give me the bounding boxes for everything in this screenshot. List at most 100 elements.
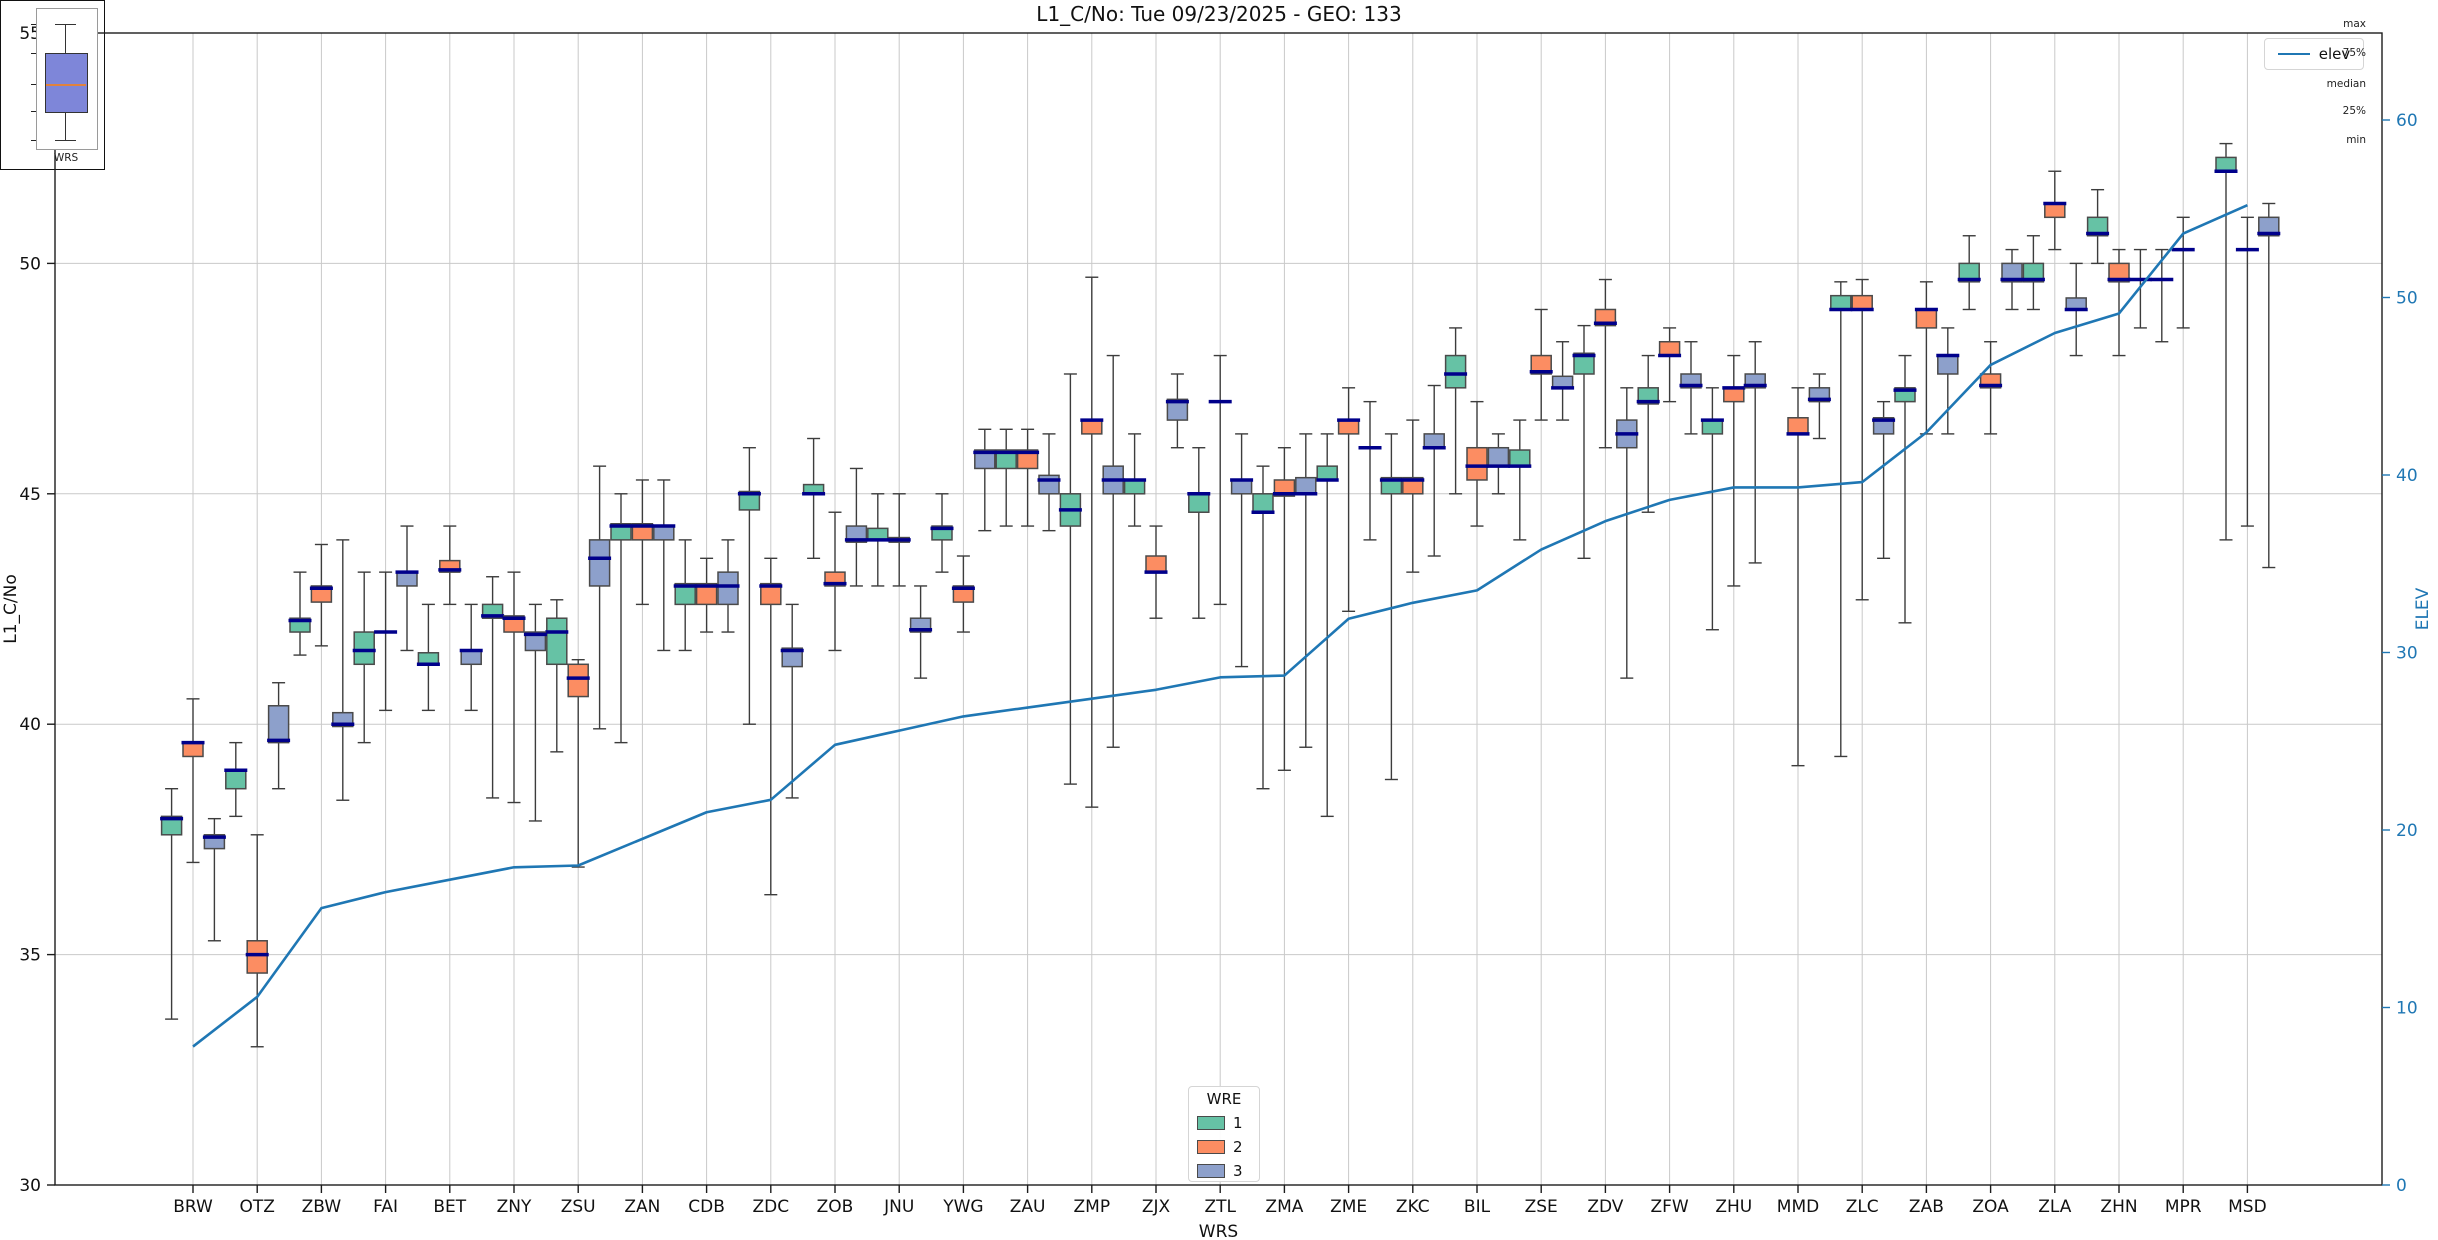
wre2-swatch-icon (1197, 1140, 1225, 1154)
y-axis-label-left: L1_C/No (1, 574, 21, 644)
y-tick-label-right: 30 (2396, 644, 2418, 664)
box-ZMA-wre1 (1252, 493, 1274, 513)
inset-tick (31, 24, 36, 25)
x-tick-label-MMD: MMD (1777, 1197, 1819, 1217)
x-tick-label-ZMA: ZMA (1265, 1197, 1303, 1217)
x-tick-label-YWG: YWG (942, 1197, 983, 1217)
x-tick-label-ZSE: ZSE (1525, 1197, 1558, 1217)
x-tick-label-ZAB: ZAB (1909, 1197, 1944, 1217)
box-ZSU-wre2 (567, 663, 589, 698)
box-ZLC-wre1 (1830, 294, 1852, 311)
box-ZMP-wre2 (1081, 419, 1103, 435)
box-YWG-wre3 (974, 449, 996, 470)
y-tick-label-right: 50 (2396, 289, 2418, 309)
inset-tick (31, 111, 36, 112)
box-ZFW-wre2 (1658, 340, 1681, 357)
y-axis-label-right: ELEV (2413, 587, 2433, 630)
x-tick-label-BIL: BIL (1464, 1197, 1491, 1217)
x-tick-label-ZKC: ZKC (1396, 1197, 1430, 1217)
box-ZAU-wre3 (1038, 474, 1060, 495)
x-tick-label-ZDC: ZDC (752, 1197, 789, 1217)
x-tick-label-ZSU: ZSU (561, 1197, 596, 1217)
y-tick-label-right: 20 (2396, 821, 2418, 841)
box-FAI-wre3 (396, 571, 418, 587)
chart-title: L1_C/No: Tue 09/23/2025 - GEO: 133 (1036, 2, 1402, 26)
x-tick-label-ZOA: ZOA (1972, 1197, 2009, 1217)
inset-label-25: 25% (2342, 105, 2366, 117)
box-ZNY-wre3 (524, 631, 547, 652)
x-tick-label-JNU: JNU (883, 1197, 914, 1217)
box-ZLC-wre2 (1851, 294, 1873, 311)
x-tick-label-ZDV: ZDV (1587, 1197, 1623, 1217)
wre-legend: WRE 1 2 3 (1188, 1086, 1260, 1182)
x-tick-label-ZTL: ZTL (1204, 1197, 1236, 1217)
box-ZOA-wre1 (1958, 262, 1980, 283)
wre1-swatch-icon (1197, 1116, 1225, 1130)
box-ZSE-wre1 (1509, 449, 1531, 467)
box-CDB-wre1 (674, 582, 696, 606)
wre-legend-title: WRE (1206, 1090, 1242, 1108)
box-CDB-wre2 (695, 582, 718, 606)
wre-legend-label-1: 1 (1233, 1114, 1243, 1132)
inset-label-min: min (2346, 134, 2366, 146)
x-tick-label-BET: BET (433, 1197, 466, 1217)
x-tick-label-BRW: BRW (173, 1197, 213, 1217)
wre3-swatch-icon (1197, 1164, 1225, 1178)
boxplot-anatomy-inset: max 75% median 25% min WRS (0, 0, 2366, 170)
box-ZDC-wre1 (738, 490, 761, 511)
x-tick-label-ZBW: ZBW (302, 1197, 342, 1217)
box-ZSU-wre3 (588, 539, 611, 587)
x-tick-label-CDB: CDB (688, 1197, 725, 1217)
inset-label-75: 75% (2342, 47, 2366, 59)
box-ZJX-wre2 (1145, 555, 1167, 573)
box-OTZ-wre3 (267, 705, 290, 744)
y-tick-label-left: 30 (19, 1176, 41, 1196)
box-ZME-wre2 (1337, 419, 1360, 435)
inset-label-median: median (2326, 78, 2366, 90)
x-tick-label-FAI: FAI (373, 1197, 398, 1217)
box-ZAB-wre2 (1915, 308, 1938, 329)
box-ZJX-wre3 (1166, 398, 1189, 421)
box-CDB-wre3 (717, 571, 739, 606)
x-tick-label-ZFW: ZFW (1650, 1197, 1688, 1217)
x-tick-label-ZOB: ZOB (817, 1197, 854, 1217)
box-ZHN-wre2 (2108, 262, 2130, 283)
box-ZSE-wre2 (1530, 354, 1552, 375)
box-ZAB-wre3 (1937, 354, 1959, 375)
wre-legend-label-2: 2 (1233, 1138, 1243, 1156)
x-tick-label-ZME: ZME (1330, 1197, 1367, 1217)
elev-line-swatch-icon (2277, 53, 2310, 55)
box-ZDV-wre1 (1573, 352, 1595, 375)
box-ZME-wre1 (1316, 465, 1338, 481)
inset-min-cap (55, 140, 76, 141)
box-ZLA-wre1 (2022, 262, 2045, 283)
inset-tick (31, 84, 36, 85)
y-tick-label-left: 35 (19, 946, 41, 966)
box-ZOA-wre3 (2001, 262, 2023, 283)
box-BIL-wre2 (1466, 446, 1488, 481)
box-ZDC-wre3 (781, 647, 803, 668)
box-BIL-wre1 (1444, 354, 1467, 389)
box-ZSU-wre1 (546, 617, 568, 666)
x-tick-label-ZHU: ZHU (1715, 1197, 1752, 1217)
elev-legend: elev (2264, 38, 2364, 70)
plot-border (54, 32, 2383, 1186)
box-ZAN-wre3 (653, 525, 675, 541)
box-ZTL-wre1 (1188, 493, 1210, 513)
box-MMD-wre2 (1787, 417, 1809, 435)
box-ZAU-wre1 (995, 449, 1017, 470)
box-OTZ-wre1 (225, 769, 247, 790)
inset-tick (31, 53, 36, 54)
box-BIL-wre3 (1487, 446, 1510, 467)
y-tick-label-right: 60 (2396, 111, 2418, 131)
x-tick-label-ZAN: ZAN (624, 1197, 660, 1217)
x-tick-label-MPR: MPR (2165, 1197, 2202, 1217)
box-BET-wre3 (460, 649, 482, 666)
x-tick-label-ZLA: ZLA (2038, 1197, 2072, 1217)
box-ZKC-wre3 (1423, 433, 1445, 449)
x-tick-label-ZAU: ZAU (1010, 1197, 1046, 1217)
wre-legend-entry-2: 2 (1189, 1135, 1259, 1159)
x-tick-label-ZLC: ZLC (1846, 1197, 1879, 1217)
x-tick-label-ZNY: ZNY (497, 1197, 532, 1217)
